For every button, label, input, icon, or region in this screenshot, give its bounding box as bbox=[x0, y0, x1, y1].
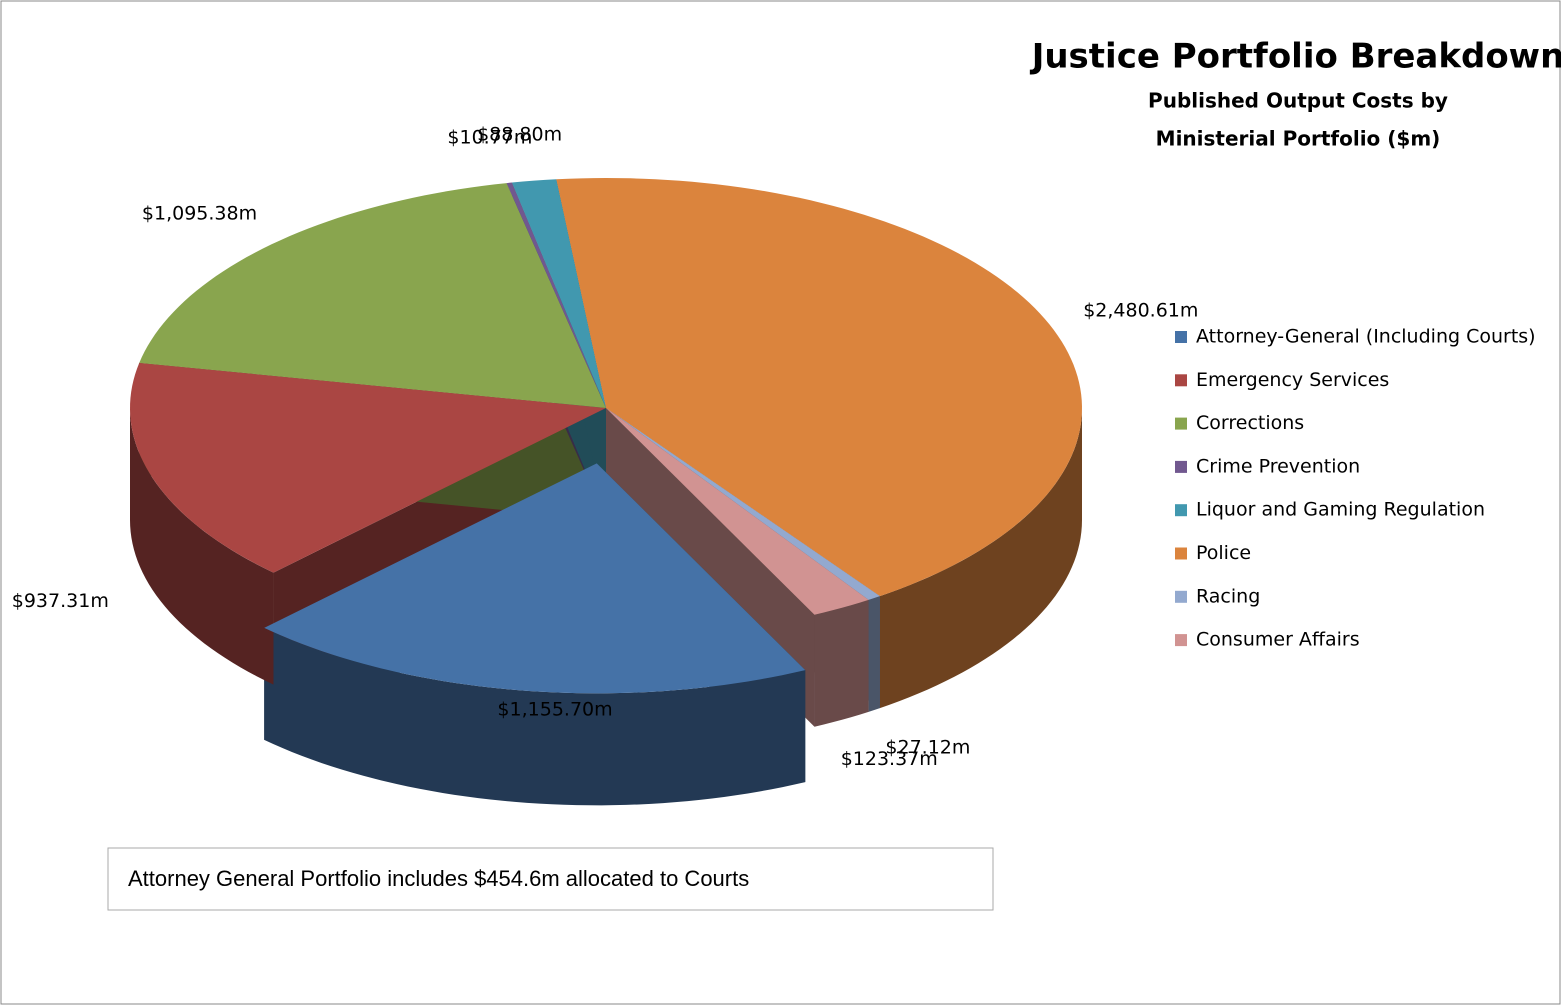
slice bbox=[511, 179, 606, 408]
chart-subtitle: Published Output Costs by bbox=[1148, 89, 1448, 113]
legend-label: Emergency Services bbox=[1196, 369, 1389, 391]
data-label: $123.37m bbox=[841, 748, 938, 770]
data-label: $1,155.70m bbox=[497, 699, 612, 721]
slice-wall bbox=[814, 599, 869, 727]
data-label: $2,480.61m bbox=[1083, 300, 1198, 322]
slice bbox=[264, 463, 806, 694]
data-label: $1,095.38m bbox=[142, 203, 257, 225]
legend-label: Corrections bbox=[1196, 412, 1304, 434]
legend-label: Racing bbox=[1196, 585, 1260, 607]
legend-swatch bbox=[1175, 634, 1187, 647]
slice-wall bbox=[879, 408, 1082, 709]
slice bbox=[606, 408, 869, 615]
data-label: $10.77m bbox=[447, 126, 532, 148]
legend-label: Liquor and Gaming Regulation bbox=[1196, 499, 1485, 521]
slice-wall bbox=[130, 408, 274, 685]
slice bbox=[130, 362, 606, 573]
slice bbox=[556, 178, 1082, 597]
slice-wall bbox=[868, 596, 880, 712]
chart-subtitle: Ministerial Portfolio ($m) bbox=[1156, 127, 1441, 151]
legend-swatch bbox=[1175, 460, 1187, 473]
slice bbox=[606, 408, 880, 600]
chart-title: Justice Portfolio Breakdown bbox=[1030, 37, 1561, 77]
legend-label: Crime Prevention bbox=[1196, 455, 1360, 477]
data-label: $88.80m bbox=[477, 124, 562, 146]
legend-label: Consumer Affairs bbox=[1196, 629, 1360, 651]
legend-swatch bbox=[1175, 417, 1187, 430]
legend-swatch bbox=[1175, 547, 1187, 560]
slice-wall bbox=[264, 627, 806, 806]
slice bbox=[506, 182, 606, 408]
legend-swatch bbox=[1175, 331, 1187, 343]
legend-label: Attorney-General (Including Courts) bbox=[1196, 326, 1536, 348]
annotation-box bbox=[107, 847, 994, 911]
slice bbox=[139, 183, 606, 408]
legend-swatch bbox=[1175, 504, 1187, 517]
annotation: Attorney General Portfolio includes $454… bbox=[128, 866, 749, 891]
data-label: $27.12m bbox=[885, 736, 970, 758]
legend-label: Police bbox=[1196, 542, 1251, 564]
data-label: $937.31m bbox=[12, 590, 109, 612]
legend-swatch bbox=[1175, 374, 1187, 387]
legend-swatch bbox=[1175, 590, 1187, 603]
